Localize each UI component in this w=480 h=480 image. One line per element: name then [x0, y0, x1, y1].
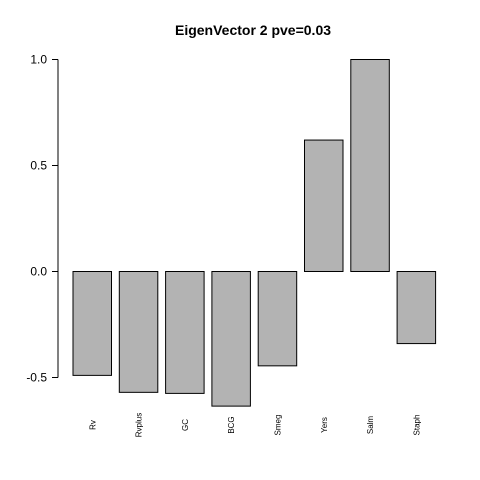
- bars: [72, 59, 437, 407]
- bar-gc: [165, 271, 205, 394]
- bar-smeg: [257, 271, 298, 367]
- y-tick-label: -0.5: [26, 371, 47, 385]
- y-axis: -0.5 0.0 0.5 1.0: [26, 53, 59, 385]
- bar-staph: [396, 271, 437, 345]
- x-tick-label: Salm: [366, 416, 375, 435]
- y-tick-label: 0.0: [30, 265, 47, 279]
- x-tick-label: Rvplus: [135, 413, 144, 437]
- x-tick-label: BCG: [227, 416, 236, 433]
- x-tick-label: Yers: [320, 417, 329, 433]
- bar-rvplus: [118, 271, 159, 393]
- bar-bcg: [211, 271, 251, 407]
- y-tick-label: 1.0: [30, 53, 47, 67]
- x-tick-label: Staph: [412, 415, 421, 436]
- bar-yers: [304, 139, 344, 272]
- chart-title: EigenVector 2 pve=0.03: [175, 22, 331, 38]
- x-tick-label: Smeg: [273, 415, 282, 436]
- bar-rv: [72, 271, 112, 376]
- y-tick-label: 0.5: [30, 159, 47, 173]
- x-axis-labels: Rv Rvplus GC BCG Smeg Yers Salm Staph: [88, 413, 421, 437]
- bar-salm: [350, 59, 390, 272]
- x-tick-label: Rv: [88, 420, 97, 430]
- x-tick-label: GC: [181, 419, 190, 431]
